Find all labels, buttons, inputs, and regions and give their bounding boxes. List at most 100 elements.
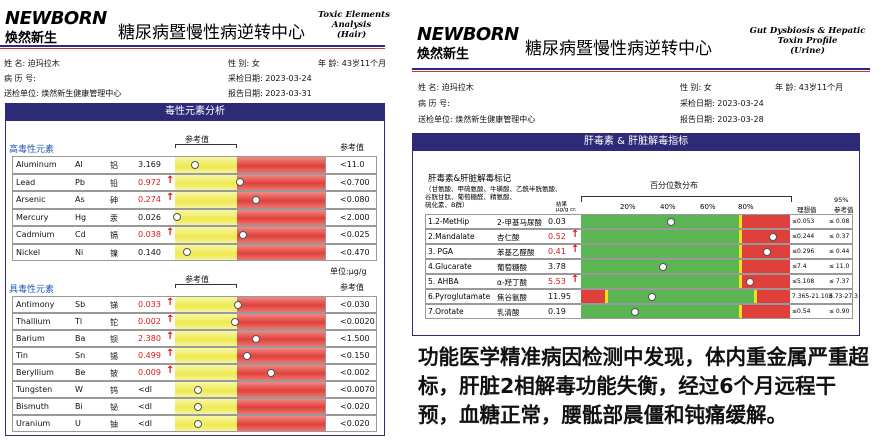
element-symbol: Ni xyxy=(75,247,84,257)
bar-red xyxy=(237,331,325,346)
patient-age: 年 龄: 43岁11个月 xyxy=(775,83,844,92)
ref-value: <11.0 xyxy=(340,160,365,169)
row xyxy=(425,229,853,244)
bar-red xyxy=(237,297,325,312)
element-symbol: U xyxy=(75,419,81,428)
ref-cell xyxy=(325,226,377,244)
ref-value: <0.080 xyxy=(340,195,370,204)
ref-value: <0.030 xyxy=(340,300,370,309)
element-value: 0.038 xyxy=(138,230,161,239)
report-subtitle: Analysis xyxy=(331,20,372,30)
record-no: 病 历 号: xyxy=(418,99,450,108)
bar-green xyxy=(581,275,739,288)
row xyxy=(425,259,853,274)
ref-value: <0.700 xyxy=(340,177,370,187)
high-arrow: ↑ xyxy=(166,297,175,308)
bar-red xyxy=(237,157,325,173)
ref-value: <0.020 xyxy=(340,402,370,411)
element-name: Beryllium xyxy=(16,368,54,377)
bar-red xyxy=(237,192,325,208)
section-header: 肝毒素 & 肝脏解毒指标 xyxy=(412,133,860,150)
marker-value: 3.78 xyxy=(548,262,566,271)
element-cn: 铝 xyxy=(110,161,118,170)
report-subtitle: Gut Dysbiosis & Hepatic xyxy=(749,26,866,36)
ideal-value: ≤5.108 xyxy=(792,278,815,285)
group-title: 具毒性元素 xyxy=(9,285,55,295)
unit-label: 结果 xyxy=(556,202,568,208)
element-name: Tin xyxy=(16,351,28,360)
bar-red xyxy=(581,290,605,303)
bar-green xyxy=(581,305,739,318)
header-rule xyxy=(0,45,385,47)
element-value: 0.140 xyxy=(138,247,161,257)
high-arrow: ↑ xyxy=(166,174,175,186)
header-rule xyxy=(412,68,870,70)
sender: 送检单位: 焕然新生健康管理中心 xyxy=(4,89,122,98)
group-note: 硫化素、B群） xyxy=(425,201,469,209)
logo-cn: 焕然新生 xyxy=(417,47,470,62)
bar-yellow xyxy=(175,244,237,260)
bar-yellow-line xyxy=(739,230,742,243)
high-arrow: ↑ xyxy=(166,314,175,325)
marker-value: 0.52 xyxy=(548,232,566,241)
marker xyxy=(193,385,202,394)
report-subtitle: Toxic Elements xyxy=(318,10,390,20)
element-value: <dl xyxy=(138,402,153,411)
element-symbol: As xyxy=(75,195,85,204)
element-symbol: Hg xyxy=(75,212,87,222)
unit-label: μg/g cr. xyxy=(556,207,577,213)
group-title: 高毒性元素 xyxy=(9,145,55,155)
bar-red xyxy=(757,290,790,303)
marker xyxy=(267,368,275,377)
marker xyxy=(183,248,191,257)
ref-header: 参考值 xyxy=(185,135,209,144)
logo-brand: NEWBORN xyxy=(5,8,107,29)
high-arrow: ↑ xyxy=(571,244,580,255)
element-name: Cadmium xyxy=(16,230,55,239)
element-value: 0.002 xyxy=(138,317,161,326)
bar-green xyxy=(581,230,739,243)
element-cn: 铅 xyxy=(110,178,118,188)
row xyxy=(425,244,853,259)
ideal-value: ≤0.244 xyxy=(792,233,815,240)
marker-name: 7.Orotate xyxy=(428,307,464,316)
bar-red xyxy=(742,275,790,288)
element-cn: 铋 xyxy=(110,403,118,412)
sample-date: 采检日期: 2023-03-24 xyxy=(228,74,312,83)
ref-value: <2.000 xyxy=(340,212,370,222)
bar-red xyxy=(237,314,325,329)
ref-value: <0.020 xyxy=(340,419,370,428)
ref-value: <0.150 xyxy=(340,351,370,360)
marker xyxy=(658,262,667,271)
element-symbol: Be xyxy=(75,368,86,377)
marker-value: 0.41 xyxy=(548,247,566,256)
element-symbol: Sn xyxy=(75,351,86,360)
row xyxy=(425,214,853,229)
bar-red xyxy=(237,174,325,190)
bar-yellow xyxy=(175,157,237,173)
marker-name: 2.Mandalate xyxy=(428,232,475,241)
group-note: （甘氨酸、甲硫氨酸、牛磺酸、乙酰半胱氨酸、 xyxy=(425,185,562,193)
ref-value: <1.500 xyxy=(340,334,370,343)
bar-yellow xyxy=(175,331,237,346)
marker-name: 3. PGA xyxy=(428,247,454,256)
section-box xyxy=(412,150,860,336)
marker xyxy=(769,232,778,241)
bar-yellow xyxy=(175,382,237,397)
element-value: 0.499 xyxy=(138,351,161,360)
element-name: Thallium xyxy=(16,317,51,326)
marker xyxy=(193,402,202,411)
caption: 功能医学精准病因检测中发现，体内重金属严重超标，肝脏2相解毒功能失衡，经过6个月… xyxy=(418,345,869,427)
ref-cell xyxy=(325,191,377,209)
marker-cn: 2-甲基马尿酸 xyxy=(497,218,542,227)
element-name: Tungsten xyxy=(16,385,53,394)
high-arrow: ↑ xyxy=(166,365,175,376)
element-symbol: Bi xyxy=(75,402,83,411)
percentile-title: 百分位数分布 xyxy=(650,181,698,190)
report-subtitle: (Hair) xyxy=(336,30,367,40)
report-date: 报告日期: 2023-03-28 xyxy=(680,115,764,124)
sender: 送检单位: 焕然新生健康管理中心 xyxy=(418,115,536,124)
ideal-value: 7.365-21.103 xyxy=(792,293,833,300)
element-value: <dl xyxy=(138,419,153,428)
ref-cell xyxy=(325,330,377,347)
